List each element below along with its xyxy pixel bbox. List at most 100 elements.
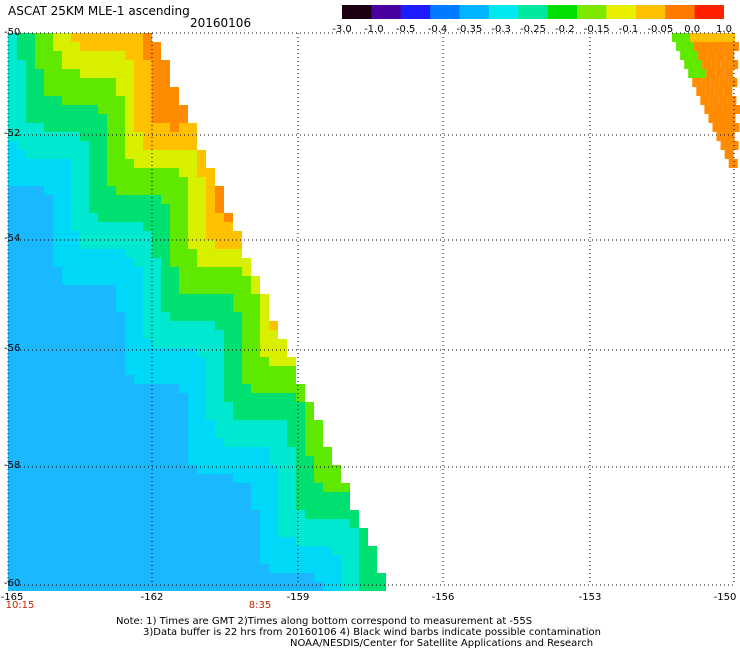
swath-cell bbox=[116, 105, 125, 114]
swath-cell bbox=[53, 294, 62, 303]
swath-cell bbox=[251, 321, 260, 330]
swath-cell bbox=[116, 438, 125, 447]
swath-cell bbox=[71, 267, 80, 276]
swath-cell bbox=[233, 231, 242, 240]
swath-cell bbox=[143, 564, 152, 573]
swath-cell bbox=[17, 78, 26, 87]
swath-cell bbox=[125, 303, 134, 312]
swath-cell bbox=[179, 258, 188, 267]
swath-cell bbox=[278, 429, 287, 438]
swath-cell bbox=[89, 339, 98, 348]
swath-cell bbox=[242, 573, 251, 582]
swath-cell bbox=[242, 582, 251, 591]
swath-cell bbox=[116, 501, 125, 510]
swath-cell bbox=[80, 78, 89, 87]
swath-cell bbox=[71, 276, 80, 285]
swath-cell bbox=[35, 78, 44, 87]
swath-cell bbox=[35, 159, 44, 168]
swath-cell bbox=[206, 555, 215, 564]
swath-cell bbox=[287, 492, 296, 501]
swath-cell bbox=[134, 312, 143, 321]
swath-cell bbox=[116, 51, 125, 60]
swath-cell bbox=[134, 249, 143, 258]
swath-cell bbox=[161, 276, 170, 285]
swath-cell bbox=[125, 123, 134, 132]
swath-cell bbox=[242, 519, 251, 528]
swath-cell bbox=[233, 330, 242, 339]
time-label: 10:15 bbox=[5, 600, 35, 611]
swath-cell bbox=[332, 492, 341, 501]
swath-cell bbox=[26, 87, 35, 96]
swath-cell bbox=[71, 96, 80, 105]
swath-cell bbox=[116, 555, 125, 564]
swath-cell bbox=[206, 276, 215, 285]
swath-cell bbox=[170, 420, 179, 429]
swath-cell bbox=[188, 132, 197, 141]
swath-cell bbox=[8, 537, 17, 546]
swath-cell bbox=[143, 159, 152, 168]
swath-cell bbox=[44, 123, 53, 132]
swath-cell bbox=[35, 429, 44, 438]
swath-cell bbox=[98, 33, 107, 42]
swath-cell bbox=[377, 582, 386, 591]
swath-cell bbox=[260, 537, 269, 546]
swath-cell bbox=[206, 267, 215, 276]
swath-cell bbox=[134, 429, 143, 438]
swath-cell bbox=[134, 375, 143, 384]
swath-cell bbox=[152, 564, 161, 573]
swath-cell bbox=[8, 177, 17, 186]
swath-cell bbox=[134, 519, 143, 528]
swath-cell bbox=[287, 375, 296, 384]
swath-cell bbox=[89, 249, 98, 258]
swath-cell bbox=[260, 357, 269, 366]
swath-cell bbox=[107, 348, 116, 357]
swath-cell bbox=[89, 132, 98, 141]
swath-cell bbox=[224, 357, 233, 366]
swath-cell bbox=[143, 213, 152, 222]
swath-cell bbox=[17, 312, 26, 321]
swath-cell bbox=[206, 546, 215, 555]
swath-cell bbox=[89, 285, 98, 294]
swath-cell bbox=[134, 573, 143, 582]
swath-cell bbox=[215, 483, 224, 492]
swath-cell bbox=[161, 78, 170, 87]
swath-cell bbox=[35, 267, 44, 276]
swath-cell bbox=[71, 528, 80, 537]
swath-cell bbox=[26, 429, 35, 438]
swath-cell bbox=[188, 510, 197, 519]
swath-cell bbox=[26, 447, 35, 456]
swath-cell bbox=[215, 384, 224, 393]
swath-cell bbox=[62, 123, 71, 132]
swath-cell bbox=[98, 447, 107, 456]
swath-cell bbox=[368, 582, 377, 591]
swath-cell bbox=[269, 375, 278, 384]
swath-cell bbox=[53, 42, 62, 51]
swath-cell bbox=[80, 123, 89, 132]
swath-cell bbox=[116, 69, 125, 78]
swath-cell bbox=[269, 429, 278, 438]
swath-cell bbox=[296, 393, 305, 402]
swath-cell bbox=[8, 519, 17, 528]
swath-cell bbox=[98, 375, 107, 384]
swath-cell bbox=[700, 96, 710, 105]
swath-cell bbox=[71, 51, 80, 60]
swath-cell bbox=[224, 582, 233, 591]
swath-cell bbox=[224, 312, 233, 321]
swath-cell bbox=[206, 456, 215, 465]
swath-cell bbox=[233, 393, 242, 402]
swath-cell bbox=[206, 528, 215, 537]
swath-cell bbox=[53, 501, 62, 510]
swath-cell bbox=[107, 96, 116, 105]
swath-cell bbox=[206, 375, 215, 384]
swath-cell bbox=[224, 555, 233, 564]
swath-cell bbox=[161, 132, 170, 141]
swath-cell bbox=[323, 492, 332, 501]
swath-cell bbox=[71, 483, 80, 492]
swath-cell bbox=[161, 285, 170, 294]
swath-cell bbox=[44, 519, 53, 528]
colorbar-tick-label: 1.0 bbox=[716, 24, 732, 35]
swath-cell bbox=[8, 204, 17, 213]
swath-cell bbox=[699, 33, 708, 42]
colorbar-tick-label: -0.5 bbox=[395, 24, 416, 35]
swath-cell bbox=[224, 339, 233, 348]
